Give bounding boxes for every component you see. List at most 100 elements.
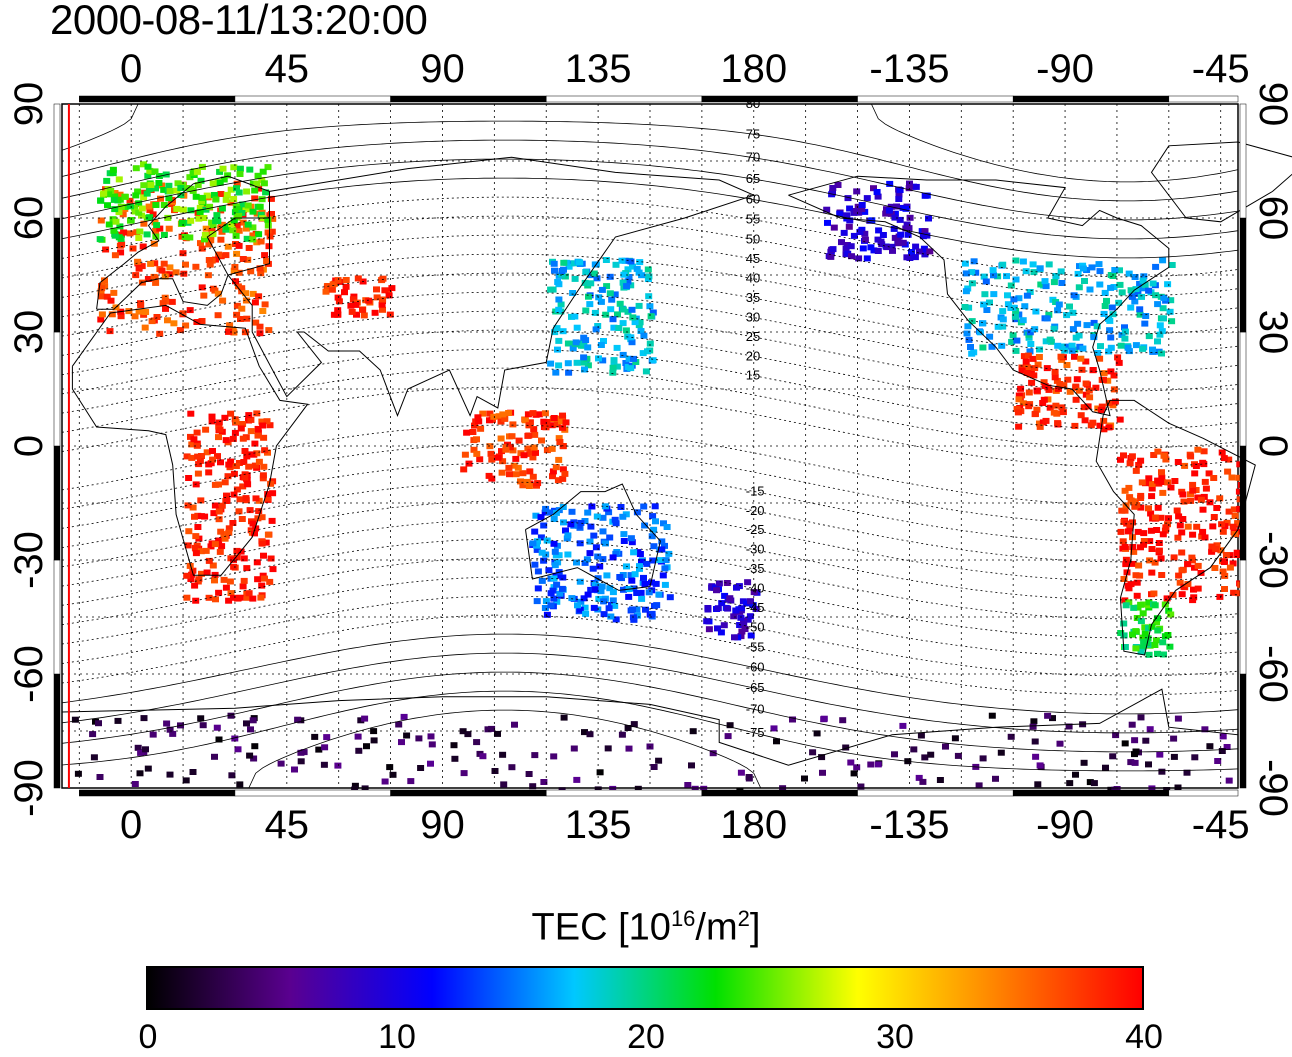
tec-cell xyxy=(1122,556,1130,563)
colorbar-tick-label: 10 xyxy=(378,1018,416,1056)
tec-cell xyxy=(1128,453,1136,460)
tec-cell xyxy=(498,469,506,476)
tec-cell xyxy=(165,195,173,202)
tec-cell xyxy=(1068,342,1076,349)
tec-cell xyxy=(147,260,155,267)
tec-cell xyxy=(568,595,576,602)
tec-cell xyxy=(666,594,674,601)
tec-cell xyxy=(226,578,234,585)
tec-cell xyxy=(992,775,999,782)
tec-cell xyxy=(1164,632,1172,638)
tec-cell xyxy=(982,278,990,285)
magnetic-latitude-label: -15 xyxy=(746,483,765,498)
tec-cell xyxy=(1160,315,1167,322)
tec-cell xyxy=(1189,487,1197,494)
tec-cell xyxy=(160,231,168,238)
tec-cell xyxy=(211,502,219,509)
tec-cell xyxy=(1229,523,1237,530)
coastline xyxy=(61,688,1239,789)
tec-cell xyxy=(363,743,370,750)
tec-cell xyxy=(105,221,113,228)
tec-cell xyxy=(262,189,270,196)
tec-cell xyxy=(1193,523,1201,530)
tec-cell xyxy=(640,574,647,581)
frame-bar-top xyxy=(1168,95,1239,103)
tec-cell xyxy=(166,264,174,271)
tec-cell xyxy=(97,316,105,323)
tec-cell xyxy=(74,770,82,777)
tec-cell xyxy=(257,270,265,277)
tec-cell xyxy=(1128,293,1136,300)
tec-cell xyxy=(1096,281,1104,288)
tec-cell xyxy=(120,229,128,236)
tec-cell xyxy=(230,164,238,171)
tec-cell xyxy=(597,342,605,348)
tec-cell xyxy=(1219,733,1227,740)
tec-cell xyxy=(1187,497,1195,504)
tec-cell xyxy=(1060,382,1068,389)
tec-cell xyxy=(230,563,238,570)
tec-cell xyxy=(599,514,607,521)
tec-cell xyxy=(609,369,617,376)
tec-cell xyxy=(1071,353,1078,360)
tec-cell xyxy=(231,735,239,742)
tec-cell xyxy=(1127,304,1135,311)
tec-cell xyxy=(189,769,197,775)
tec-cell xyxy=(618,257,626,264)
tec-cell xyxy=(221,535,229,542)
tec-cell xyxy=(233,554,241,561)
tec-cell xyxy=(379,275,387,282)
magnetic-latitude-contour xyxy=(61,519,1239,601)
frame-bar-top xyxy=(1012,95,1170,103)
tec-cell xyxy=(600,338,607,344)
tec-cell xyxy=(609,785,617,792)
tec-cell xyxy=(596,563,604,570)
tec-cell xyxy=(1139,634,1147,641)
lat-lon-grid xyxy=(62,104,1238,788)
tec-cell xyxy=(581,604,589,611)
tec-cell xyxy=(1218,521,1226,528)
tec-cell xyxy=(936,777,944,783)
tec-cell xyxy=(915,774,923,781)
tec-cell xyxy=(705,626,713,633)
tec-cell xyxy=(505,464,513,471)
tec-cell xyxy=(1072,771,1079,778)
tec-cell xyxy=(186,234,194,241)
tec-cell xyxy=(873,189,881,195)
tec-cell xyxy=(846,217,854,224)
magnetic-latitude-label: 30 xyxy=(746,310,760,325)
tec-cell xyxy=(158,267,166,274)
tec-cell xyxy=(165,182,173,189)
tec-cell xyxy=(891,214,899,221)
tec-cell xyxy=(737,769,745,776)
tec-cell xyxy=(510,462,518,469)
tec-cell xyxy=(620,538,628,544)
tec-cell xyxy=(564,340,572,347)
tec-cell xyxy=(240,577,248,584)
tec-cell xyxy=(607,613,615,620)
tec-cell xyxy=(591,309,599,316)
tec-cell xyxy=(533,598,541,605)
tec-cell xyxy=(259,472,267,479)
tec-cell xyxy=(1151,514,1159,521)
tec-cell xyxy=(353,311,360,318)
tec-cell xyxy=(1126,521,1134,528)
tec-cell xyxy=(534,480,542,487)
magnetic-latitude-label: 45 xyxy=(746,251,760,266)
tec-cell xyxy=(648,610,656,617)
tec-cell xyxy=(582,610,590,617)
tec-cell xyxy=(912,243,920,250)
tec-cell xyxy=(1167,297,1175,304)
tec-cell xyxy=(1031,411,1039,418)
tec-cell xyxy=(347,302,355,309)
tec-cell xyxy=(896,216,904,223)
tec-cell xyxy=(1201,478,1209,485)
tec-cell xyxy=(1139,345,1147,352)
tec-cell xyxy=(1007,733,1015,740)
tec-cell xyxy=(486,417,493,424)
tec-cell xyxy=(1093,323,1101,330)
tec-cell xyxy=(1058,343,1066,350)
tec-cell xyxy=(553,598,561,605)
tec-cell xyxy=(1178,591,1186,598)
tec-cell xyxy=(223,223,231,230)
